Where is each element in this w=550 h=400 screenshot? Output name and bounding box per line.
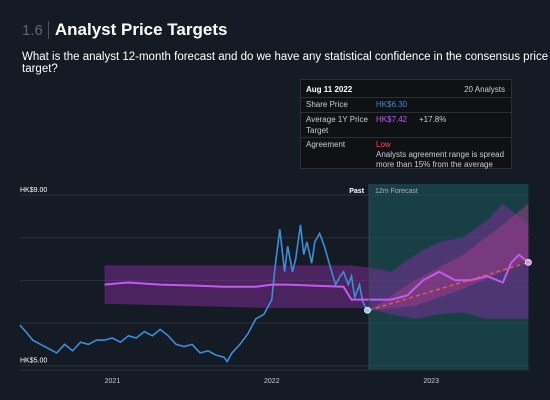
x-tick-label: 2023 <box>423 378 439 385</box>
share-price-label: Share Price <box>306 100 348 109</box>
x-tick-label: 2021 <box>105 378 121 385</box>
tooltip-panel: Aug 11 2022 20 Analysts Share Price HK$6… <box>300 79 512 169</box>
forecast-fan <box>369 203 529 311</box>
y-tick-label: HK$5.00 <box>20 358 47 365</box>
tooltip-analysts: 20 Analysts <box>464 85 505 94</box>
avg-target-label: Average 1Y Price <box>306 115 368 124</box>
y-axis: HK$9.00 HK$5.00 <box>20 187 47 365</box>
tooltip-date: Aug 11 2022 <box>306 85 353 94</box>
share-price-line <box>19 224 369 363</box>
past-label: Past <box>349 188 364 195</box>
section-question: What is the analyst 12-month forecast an… <box>22 51 549 75</box>
agreement-note-line2: more than 15% from the average <box>376 160 493 169</box>
target-range-band <box>104 203 529 319</box>
agreement-label: Agreement <box>306 140 346 149</box>
agreement-note: Analysts agreement range is spread <box>376 150 505 159</box>
tooltip-divider <box>301 112 511 113</box>
x-axis: 2021 2022 2023 <box>20 369 530 385</box>
avg-target-value: HK$7.42 <box>376 115 408 124</box>
current-price-marker[interactable] <box>364 306 371 314</box>
section-title: Analyst Price Targets <box>54 20 228 39</box>
section-header: 1.6 Analyst Price Targets <box>22 20 227 40</box>
y-tick-label: HK$9.00 <box>20 187 47 194</box>
target-end-marker[interactable] <box>525 259 532 266</box>
x-tick-label: 2022 <box>264 378 280 385</box>
tooltip-divider <box>301 137 511 138</box>
tooltip-divider <box>301 97 511 98</box>
agreement-value: Low <box>376 140 391 149</box>
section-number: 1.6 <box>22 21 43 39</box>
share-price-value: HK$6.30 <box>376 100 408 109</box>
avg-target-label-line2: Target <box>306 126 329 135</box>
avg-target-change: +17.8% <box>419 115 447 124</box>
forecast-label: 12m Forecast <box>375 188 418 195</box>
header-divider <box>47 21 49 39</box>
